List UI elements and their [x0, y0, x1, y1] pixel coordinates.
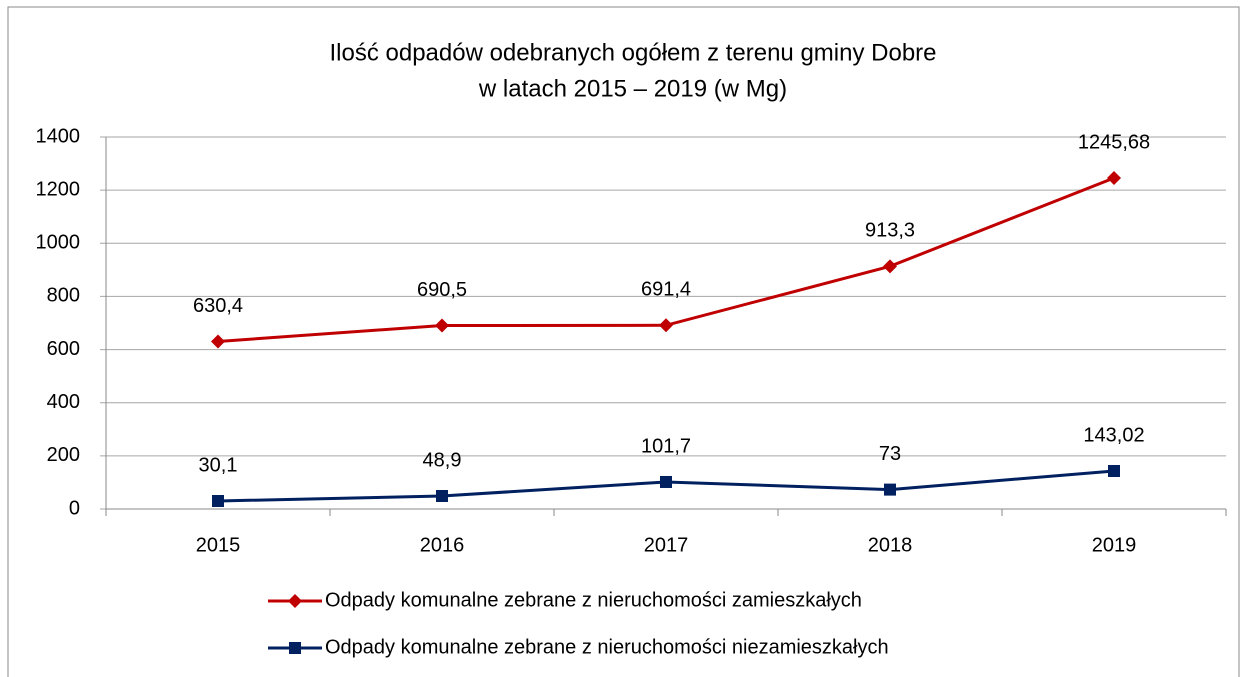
y-tick-label: 200 — [47, 444, 80, 466]
chart-title: w latach 2015 – 2019 (w Mg) — [478, 75, 787, 102]
data-label: 690,5 — [417, 279, 467, 301]
chart-border — [7, 6, 1240, 677]
data-label: 630,4 — [193, 295, 243, 317]
legend-label: Odpady komunalne zebrane z nieruchomości… — [325, 589, 862, 611]
data-label: 101,7 — [641, 435, 691, 457]
x-tick-label: 2018 — [868, 534, 913, 556]
legend-marker — [289, 642, 301, 654]
marker — [883, 259, 897, 274]
data-label: 913,3 — [865, 220, 915, 242]
x-tick-label: 2017 — [644, 534, 689, 556]
marker — [1108, 464, 1120, 477]
marker — [436, 490, 448, 503]
marker — [212, 495, 224, 508]
y-tick-label: 1200 — [36, 178, 81, 200]
data-label: 1245,68 — [1078, 131, 1150, 153]
data-label: 143,02 — [1083, 424, 1144, 446]
legend-marker — [288, 594, 302, 608]
marker — [211, 334, 225, 349]
marker — [660, 475, 672, 488]
y-tick-label: 1400 — [36, 125, 81, 147]
y-tick-label: 600 — [47, 338, 80, 360]
marker — [1107, 171, 1121, 186]
y-tick-label: 400 — [47, 391, 80, 413]
legend-label: Odpady komunalne zebrane z nieruchomości… — [325, 636, 889, 658]
marker — [884, 483, 896, 496]
chart-title: Ilość odpadów odebranych ogółem z terenu… — [329, 39, 936, 66]
y-tick-label: 800 — [47, 285, 80, 307]
data-label: 48,9 — [423, 449, 462, 471]
y-tick-label: 1000 — [36, 232, 81, 254]
data-label: 691,4 — [641, 279, 691, 301]
x-tick-label: 2019 — [1092, 534, 1137, 556]
x-tick-label: 2015 — [196, 534, 241, 556]
x-tick-label: 2016 — [420, 534, 465, 556]
data-label: 73 — [879, 443, 901, 465]
data-label: 30,1 — [199, 454, 238, 476]
marker — [659, 318, 673, 333]
y-tick-label: 0 — [69, 497, 80, 519]
marker — [435, 318, 449, 333]
